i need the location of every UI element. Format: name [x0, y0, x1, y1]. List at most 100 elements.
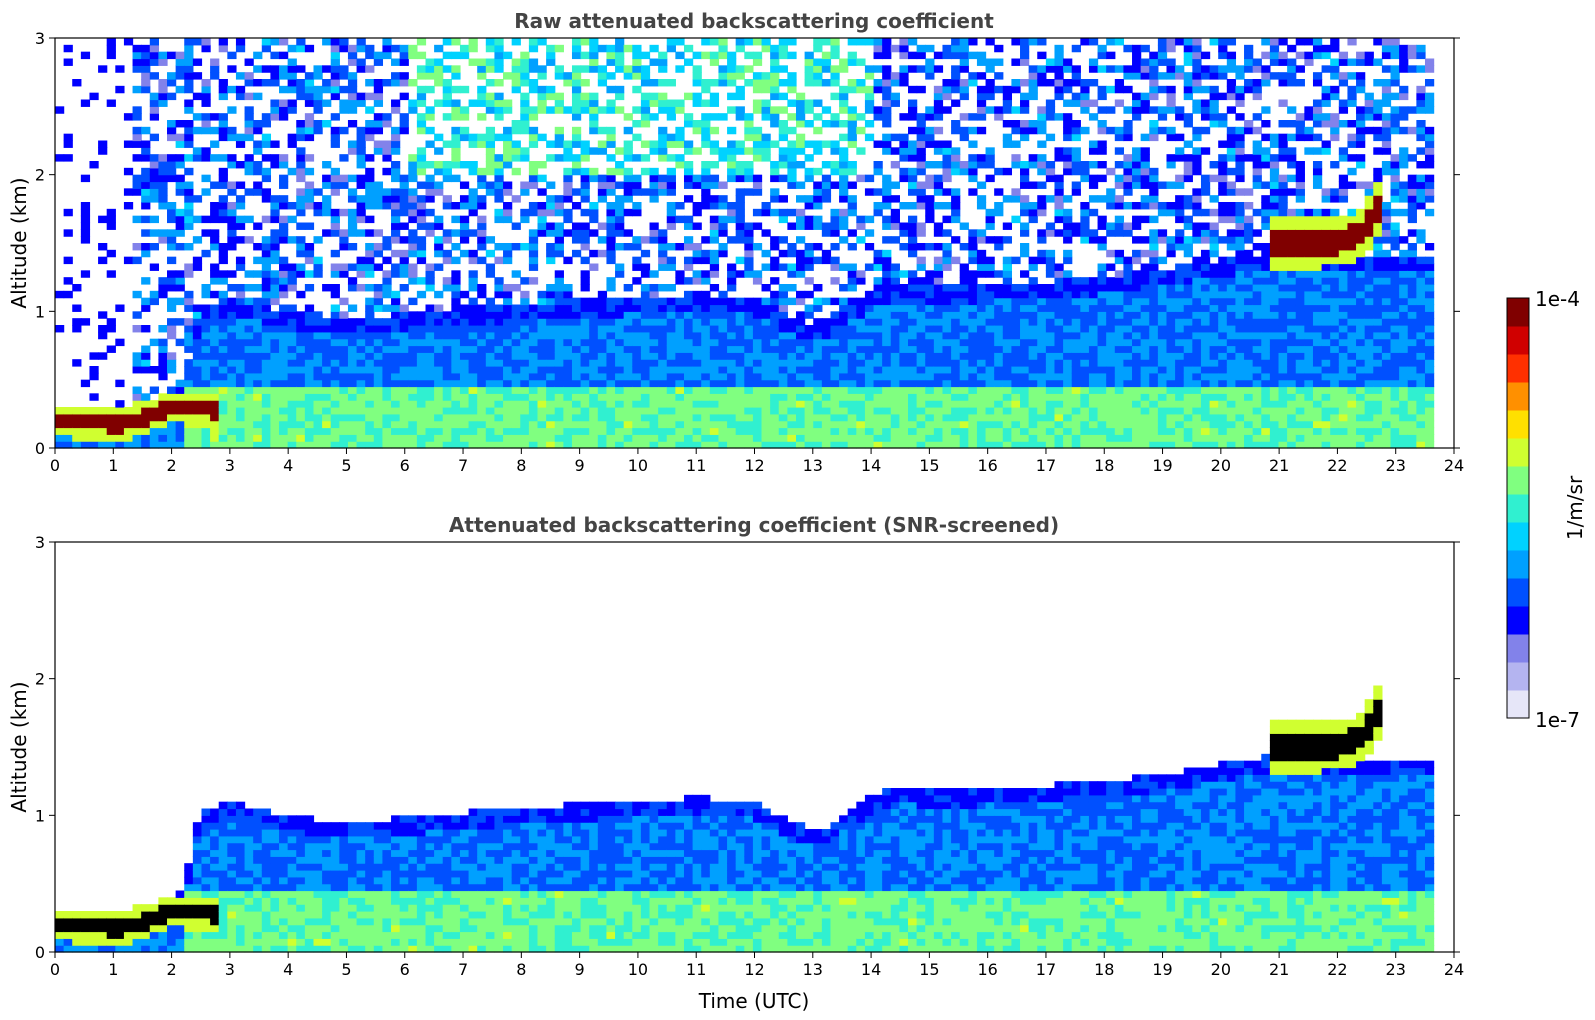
heatmap-cell — [72, 79, 82, 87]
heatmap-cell — [778, 79, 788, 87]
heatmap-cell — [451, 400, 461, 408]
heatmap-cell — [235, 352, 246, 360]
heatmap-cell — [770, 290, 780, 299]
heatmap-cell — [761, 325, 771, 333]
heatmap-cell — [1063, 434, 1073, 442]
heatmap-cell — [468, 249, 478, 258]
heatmap-cell — [253, 92, 263, 101]
heatmap-cell — [597, 427, 608, 435]
heatmap-cell — [399, 345, 409, 353]
heatmap-cell — [890, 427, 900, 435]
heatmap-cell — [210, 407, 220, 415]
heatmap-cell — [1097, 338, 1107, 347]
heatmap-cell — [365, 256, 375, 265]
heatmap-cell — [503, 202, 513, 210]
heatmap-cell — [908, 202, 918, 210]
heatmap-cell — [847, 434, 857, 442]
heatmap-cell — [666, 427, 676, 435]
heatmap-cell — [821, 345, 832, 353]
heatmap-cell — [994, 413, 1004, 422]
heatmap-cell — [253, 379, 263, 388]
heatmap-cell — [1114, 256, 1125, 265]
heatmap-cell — [511, 372, 521, 381]
heatmap-cell — [744, 147, 754, 155]
heatmap-cell — [227, 420, 237, 429]
heatmap-cell — [787, 352, 797, 360]
heatmap-cell — [1028, 126, 1038, 135]
heatmap-cell — [847, 420, 857, 429]
heatmap-cell — [192, 147, 203, 155]
heatmap-cell — [253, 338, 263, 347]
heatmap-cell — [98, 140, 108, 148]
heatmap-cell — [227, 359, 237, 367]
heatmap-cell — [709, 407, 720, 415]
heatmap-cell — [683, 420, 694, 429]
heatmap-cell — [339, 379, 349, 388]
heatmap-cell — [813, 195, 823, 203]
heatmap-cell — [571, 318, 582, 326]
heatmap-cell — [494, 413, 504, 422]
heatmap-cell — [778, 38, 788, 46]
heatmap-cell — [882, 366, 892, 374]
heatmap-cell — [1028, 256, 1038, 265]
heatmap-cell — [1063, 113, 1073, 121]
heatmap-cell — [597, 44, 608, 53]
heatmap-cell — [1002, 263, 1013, 271]
heatmap-cell — [201, 311, 211, 319]
heatmap-cell — [752, 441, 763, 449]
heatmap-cell — [347, 325, 358, 333]
heatmap-cell — [1028, 208, 1038, 217]
heatmap-cell — [63, 154, 73, 162]
heatmap-cell — [106, 215, 116, 224]
heatmap-cell — [546, 44, 556, 53]
heatmap-cell — [701, 79, 711, 87]
heatmap-cell — [1037, 38, 1047, 46]
heatmap-cell — [951, 290, 961, 299]
heatmap-cell — [804, 345, 814, 353]
heatmap-cell — [727, 413, 737, 422]
heatmap-cell — [1045, 113, 1056, 121]
heatmap-cell — [227, 400, 237, 408]
heatmap-cell — [847, 133, 857, 142]
heatmap-cell — [468, 352, 478, 360]
heatmap-cell — [339, 126, 349, 135]
heatmap-cell — [218, 441, 228, 449]
heatmap-cell — [1097, 277, 1107, 285]
heatmap-cell — [416, 38, 427, 46]
heatmap-cell — [916, 277, 926, 285]
heatmap-cell — [459, 393, 470, 401]
heatmap-cell — [1054, 72, 1064, 80]
heatmap-cell — [864, 188, 875, 196]
heatmap-cell — [701, 51, 711, 60]
heatmap-cell — [1011, 311, 1021, 319]
heatmap-cell — [632, 331, 642, 340]
heatmap-cell — [1002, 331, 1013, 340]
heatmap-cell — [451, 270, 461, 278]
heatmap-cell — [589, 263, 599, 271]
heatmap-cell — [709, 434, 720, 442]
heatmap-cell — [718, 359, 728, 367]
heatmap-cell — [279, 72, 289, 80]
heatmap-cell — [727, 331, 737, 340]
heatmap-cell — [201, 284, 211, 292]
heatmap-cell — [494, 352, 504, 360]
heatmap-cell — [813, 72, 823, 80]
heatmap-cell — [304, 44, 315, 53]
heatmap-cell — [683, 297, 694, 306]
heatmap-cell — [899, 304, 909, 312]
heatmap-cell — [683, 400, 694, 408]
heatmap-cell — [1080, 277, 1090, 285]
heatmap-cell — [416, 113, 427, 121]
heatmap-cell — [649, 181, 659, 189]
heatmap-cell — [270, 154, 280, 162]
heatmap-cell — [933, 65, 944, 73]
heatmap-cell — [830, 277, 840, 285]
heatmap-cell — [882, 256, 892, 265]
heatmap-cell — [141, 174, 151, 183]
heatmap-cell — [597, 147, 608, 155]
heatmap-cell — [1097, 407, 1107, 415]
heatmap-cell — [623, 441, 633, 449]
heatmap-cell — [442, 352, 452, 360]
heatmap-cell — [942, 318, 952, 326]
heatmap-cell — [632, 352, 642, 360]
